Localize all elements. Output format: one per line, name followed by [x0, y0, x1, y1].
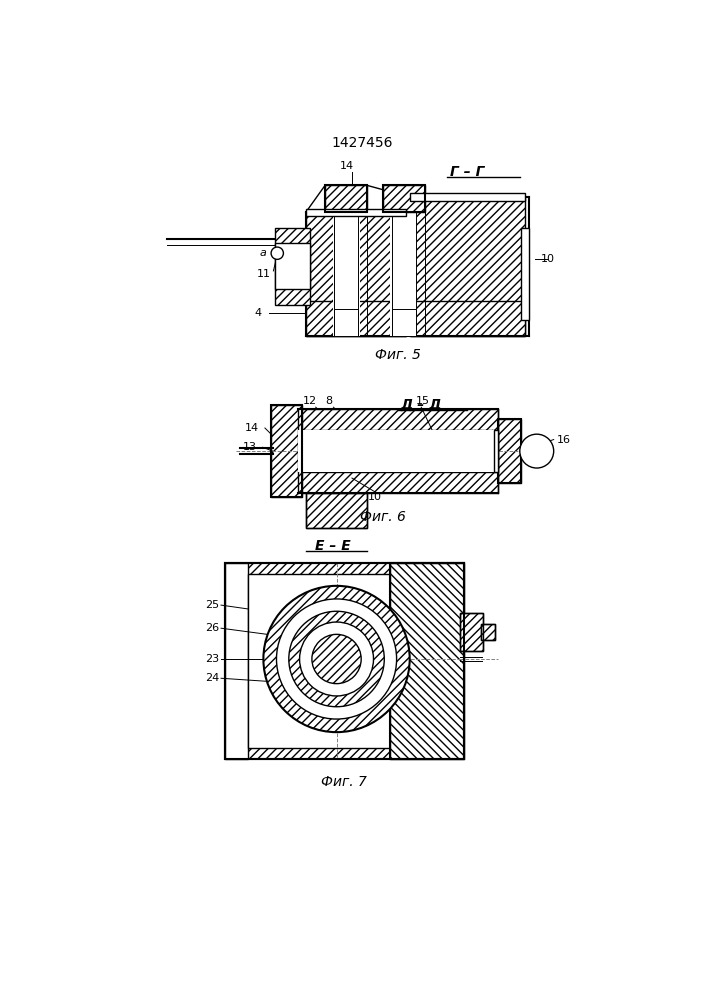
- Bar: [525, 239, 529, 309]
- Bar: [392, 212, 416, 336]
- Bar: [494, 430, 498, 472]
- Bar: [409, 197, 525, 336]
- Text: 11: 11: [257, 269, 270, 279]
- Text: 16: 16: [556, 435, 571, 445]
- Bar: [333, 212, 360, 336]
- Text: 10: 10: [542, 254, 555, 264]
- Text: 4: 4: [255, 308, 262, 318]
- Text: 23: 23: [205, 654, 219, 664]
- Bar: [498, 419, 521, 483]
- Text: Г – Г: Г – Г: [450, 165, 485, 179]
- Text: 8: 8: [325, 396, 332, 406]
- Bar: [271, 405, 302, 497]
- Text: 26: 26: [205, 623, 219, 633]
- Bar: [305, 493, 368, 528]
- Bar: [460, 613, 483, 651]
- Text: 14: 14: [245, 423, 259, 433]
- Text: 15: 15: [416, 396, 430, 406]
- Bar: [305, 493, 368, 528]
- Bar: [334, 309, 358, 336]
- Text: Е – Е: Е – Е: [315, 539, 351, 553]
- Circle shape: [264, 586, 409, 732]
- Bar: [481, 624, 495, 640]
- Text: 10: 10: [368, 492, 382, 502]
- Bar: [382, 185, 425, 212]
- Bar: [275, 243, 310, 289]
- Bar: [298, 409, 498, 430]
- Circle shape: [312, 634, 361, 684]
- Text: 25: 25: [205, 600, 219, 610]
- Bar: [481, 624, 495, 640]
- Bar: [325, 185, 368, 212]
- Bar: [271, 405, 302, 497]
- Bar: [460, 613, 483, 651]
- Text: a: a: [260, 248, 267, 258]
- Bar: [382, 185, 425, 212]
- Bar: [275, 228, 310, 305]
- Circle shape: [520, 434, 554, 468]
- Bar: [298, 430, 498, 472]
- Bar: [298, 472, 498, 493]
- Circle shape: [276, 599, 397, 719]
- Bar: [498, 419, 521, 483]
- Bar: [305, 212, 406, 336]
- Bar: [521, 228, 529, 320]
- Circle shape: [288, 611, 385, 707]
- Text: 1427456: 1427456: [331, 136, 392, 150]
- Text: 12: 12: [303, 396, 317, 406]
- Bar: [225, 563, 464, 759]
- Text: Фиг. 7: Фиг. 7: [321, 775, 367, 789]
- Bar: [392, 309, 416, 336]
- Bar: [390, 563, 464, 759]
- Bar: [248, 574, 390, 748]
- Bar: [409, 301, 525, 336]
- Text: 24: 24: [205, 673, 219, 683]
- Bar: [390, 563, 464, 759]
- Text: Фиг. 5: Фиг. 5: [375, 348, 421, 362]
- Bar: [305, 301, 406, 336]
- Bar: [305, 209, 406, 216]
- Text: Д – Д: Д – Д: [400, 398, 442, 412]
- Bar: [225, 563, 248, 759]
- Bar: [390, 212, 417, 336]
- Bar: [225, 563, 464, 759]
- Bar: [409, 193, 525, 201]
- Circle shape: [271, 247, 284, 259]
- Text: Фиг. 6: Фиг. 6: [360, 510, 406, 524]
- Circle shape: [300, 622, 373, 696]
- Bar: [334, 212, 358, 336]
- Text: 14: 14: [339, 161, 354, 171]
- Text: 13: 13: [243, 442, 257, 452]
- Bar: [325, 185, 368, 212]
